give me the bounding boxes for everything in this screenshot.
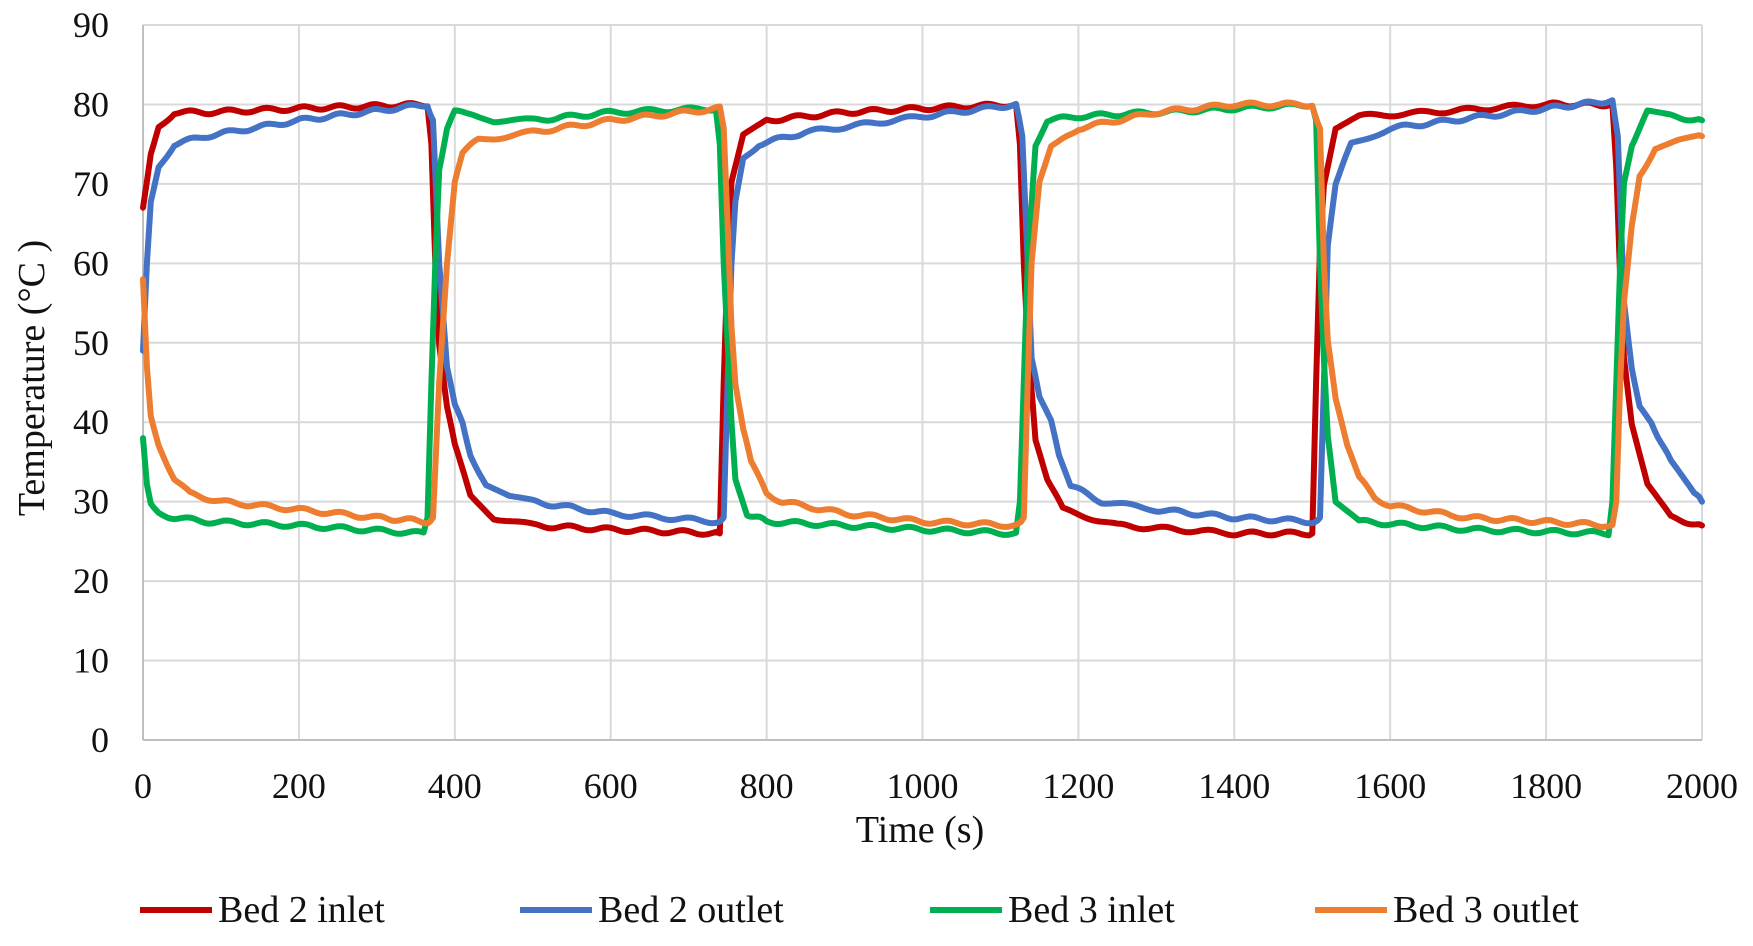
legend-label: Bed 3 outlet [1393, 889, 1579, 931]
series-lines [140, 97, 1705, 539]
x-axis-title: Time (s) [856, 809, 984, 851]
y-tick-label: 10 [73, 641, 109, 681]
y-tick-label: 20 [73, 561, 109, 601]
y-tick-label: 60 [73, 243, 109, 283]
y-tick-labels: 0 10 20 30 40 50 60 70 80 90 [73, 5, 109, 760]
y-tick-label: 40 [73, 402, 109, 442]
series-line-bed-2-outlet [140, 97, 1705, 527]
y-tick-label: 0 [91, 720, 109, 760]
x-tick-labels: 0 200 400 600 800 1000 1200 1400 1600 1800 2000 [134, 766, 1738, 806]
x-tick-label: 1600 [1354, 766, 1426, 806]
y-tick-label: 70 [73, 164, 109, 204]
legend-item: Bed 2 outlet [520, 889, 784, 931]
x-tick-label: 1200 [1042, 766, 1114, 806]
x-tick-label: 1800 [1510, 766, 1582, 806]
legend-label: Bed 2 outlet [598, 889, 784, 931]
legend-item: Bed 3 outlet [1315, 889, 1579, 931]
y-axis-title: Temperature (°C ) [11, 240, 53, 516]
x-tick-label: 1000 [887, 766, 959, 806]
legend-label: Bed 3 inlet [1008, 889, 1175, 931]
x-tick-label: 800 [740, 766, 794, 806]
x-tick-label: 200 [272, 766, 326, 806]
series-line-bed-3-inlet [140, 100, 1705, 539]
x-tick-label: 2000 [1666, 766, 1738, 806]
series-line-bed-3-outlet [140, 99, 1705, 530]
x-tick-label: 0 [134, 766, 152, 806]
y-tick-label: 80 [73, 84, 109, 124]
x-tick-label: 600 [584, 766, 638, 806]
legend: Bed 2 inlet Bed 2 outlet Bed 3 inlet Bed 3 … [140, 889, 1579, 931]
legend-item: Bed 2 inlet [140, 889, 385, 931]
legend-label: Bed 2 inlet [218, 889, 385, 931]
legend-item: Bed 3 inlet [930, 889, 1175, 931]
x-tick-label: 400 [428, 766, 482, 806]
y-tick-label: 90 [73, 5, 109, 45]
axes [142, 25, 1702, 741]
grid [143, 24, 1703, 740]
y-tick-label: 50 [73, 323, 109, 363]
x-tick-label: 1400 [1198, 766, 1270, 806]
y-tick-label: 30 [73, 482, 109, 522]
